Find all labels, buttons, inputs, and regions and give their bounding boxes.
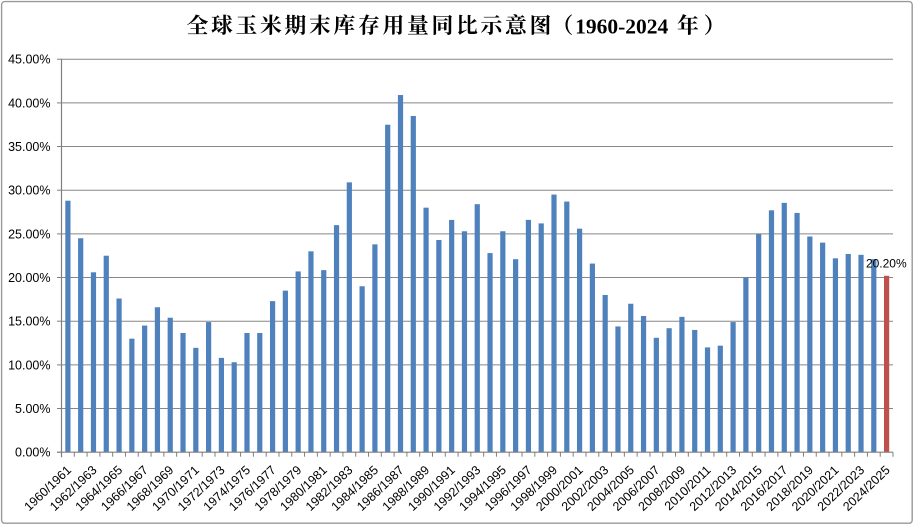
svg-text:35.00%: 35.00% xyxy=(8,140,50,154)
svg-text:5.00%: 5.00% xyxy=(15,402,50,416)
svg-text:45.00%: 45.00% xyxy=(8,53,50,67)
svg-text:20.00%: 20.00% xyxy=(8,271,50,285)
svg-text:15.00%: 15.00% xyxy=(8,315,50,329)
svg-text:20.20%: 20.20% xyxy=(866,257,907,271)
svg-text:40.00%: 40.00% xyxy=(8,96,50,110)
svg-text:0.00%: 0.00% xyxy=(15,446,50,460)
svg-text:1960-2024: 1960-2024 xyxy=(575,15,668,39)
svg-text:10.00%: 10.00% xyxy=(8,358,50,372)
svg-text:25.00%: 25.00% xyxy=(8,227,50,241)
svg-text:30.00%: 30.00% xyxy=(8,184,50,198)
